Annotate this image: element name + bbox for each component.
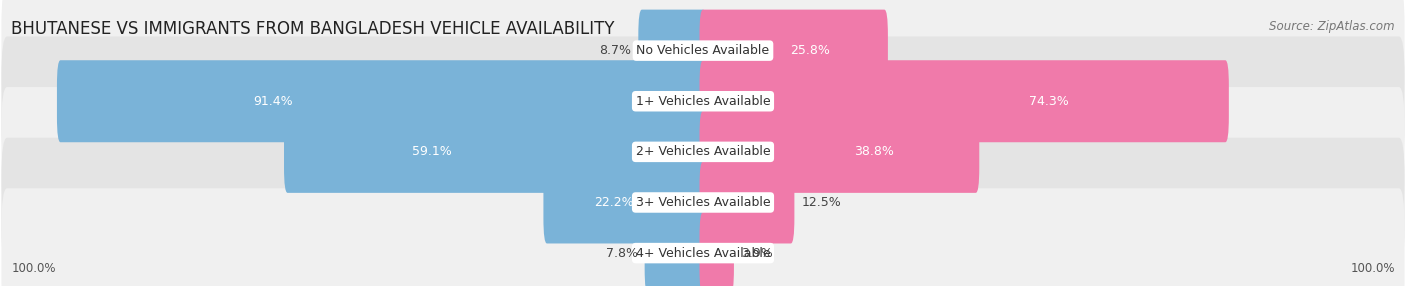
FancyBboxPatch shape <box>1 36 1405 166</box>
Text: 22.2%: 22.2% <box>593 196 633 209</box>
Text: 3+ Vehicles Available: 3+ Vehicles Available <box>636 196 770 209</box>
FancyBboxPatch shape <box>700 111 980 193</box>
FancyBboxPatch shape <box>1 87 1405 217</box>
Text: 38.8%: 38.8% <box>853 145 894 158</box>
Text: 100.0%: 100.0% <box>11 262 56 275</box>
FancyBboxPatch shape <box>284 111 707 193</box>
FancyBboxPatch shape <box>543 162 707 243</box>
FancyBboxPatch shape <box>700 60 1229 142</box>
Text: BHUTANESE VS IMMIGRANTS FROM BANGLADESH VEHICLE AVAILABILITY: BHUTANESE VS IMMIGRANTS FROM BANGLADESH … <box>11 20 614 38</box>
Text: 2+ Vehicles Available: 2+ Vehicles Available <box>636 145 770 158</box>
Text: 59.1%: 59.1% <box>412 145 451 158</box>
Text: 7.8%: 7.8% <box>606 247 638 260</box>
Text: 3.9%: 3.9% <box>741 247 773 260</box>
Text: 8.7%: 8.7% <box>599 44 631 57</box>
Text: 91.4%: 91.4% <box>253 95 292 108</box>
Text: No Vehicles Available: No Vehicles Available <box>637 44 769 57</box>
FancyBboxPatch shape <box>700 162 794 243</box>
FancyBboxPatch shape <box>1 188 1405 286</box>
FancyBboxPatch shape <box>1 138 1405 267</box>
Text: 4+ Vehicles Available: 4+ Vehicles Available <box>636 247 770 260</box>
Text: Source: ZipAtlas.com: Source: ZipAtlas.com <box>1270 20 1395 33</box>
Text: 74.3%: 74.3% <box>1029 95 1069 108</box>
FancyBboxPatch shape <box>638 10 707 92</box>
Text: 25.8%: 25.8% <box>790 44 830 57</box>
Text: 1+ Vehicles Available: 1+ Vehicles Available <box>636 95 770 108</box>
Text: 12.5%: 12.5% <box>801 196 841 209</box>
FancyBboxPatch shape <box>56 60 707 142</box>
FancyBboxPatch shape <box>645 212 707 286</box>
FancyBboxPatch shape <box>700 10 889 92</box>
FancyBboxPatch shape <box>1 0 1405 116</box>
FancyBboxPatch shape <box>700 212 734 286</box>
Text: 100.0%: 100.0% <box>1350 262 1395 275</box>
